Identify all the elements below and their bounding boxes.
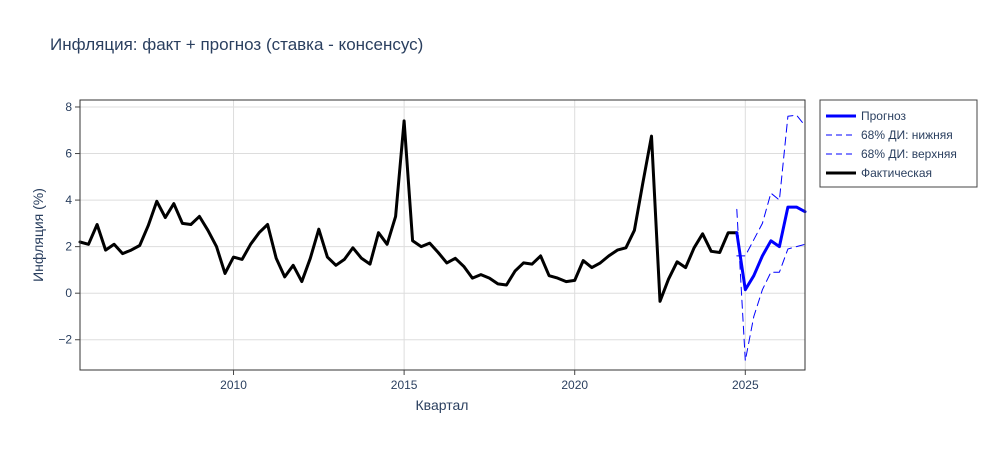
y-tick-label: −2: [58, 333, 72, 347]
legend-label: 68% ДИ: верхняя: [861, 147, 957, 161]
x-tick-label: 2020: [561, 378, 588, 392]
legend-item-actual[interactable]: Фактическая: [826, 166, 932, 180]
y-axis-title: Инфляция (%): [30, 188, 46, 282]
y-axis-ticks: −2 0 2 4 6 8: [58, 100, 80, 347]
series-line-actual: [78, 119, 739, 303]
x-axis-ticks: 2010 2015 2020 2025: [220, 370, 759, 392]
legend-item-ci-lower[interactable]: 68% ДИ: нижняя: [826, 128, 953, 142]
y-tick-label: 2: [65, 240, 72, 254]
x-tick-label: 2010: [220, 378, 247, 392]
series-line-ci-upper: [736, 114, 806, 257]
series-line-forecast: [735, 205, 807, 292]
plot-frame: [79, 99, 806, 371]
legend-label: Прогноз: [861, 109, 907, 123]
x-tick-label: 2015: [391, 378, 418, 392]
x-tick-label: 2025: [732, 378, 759, 392]
y-tick-label: 0: [65, 286, 72, 300]
y-tick-label: 6: [65, 147, 72, 161]
legend-item-ci-upper[interactable]: 68% ДИ: верхняя: [826, 147, 957, 161]
y-tick-label: 4: [65, 193, 72, 207]
x-axis-title: Квартал: [416, 397, 469, 413]
chart-title: Инфляция: факт + прогноз (ставка - консе…: [50, 35, 423, 54]
plot-area: [80, 100, 805, 370]
series-layer: [78, 114, 807, 362]
legend[interactable]: Прогноз 68% ДИ: нижняя 68% ДИ: верхняя Факт…: [819, 99, 978, 188]
legend-label: Фактическая: [861, 166, 932, 180]
grid: [80, 100, 805, 370]
legend-label: 68% ДИ: нижняя: [861, 128, 953, 142]
y-tick-label: 8: [65, 100, 72, 114]
legend-item-forecast[interactable]: Прогноз: [826, 109, 907, 123]
